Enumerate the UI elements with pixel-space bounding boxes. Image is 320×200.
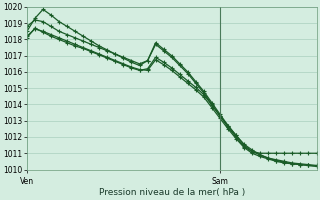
X-axis label: Pression niveau de la mer( hPa ): Pression niveau de la mer( hPa ): [99, 188, 245, 197]
